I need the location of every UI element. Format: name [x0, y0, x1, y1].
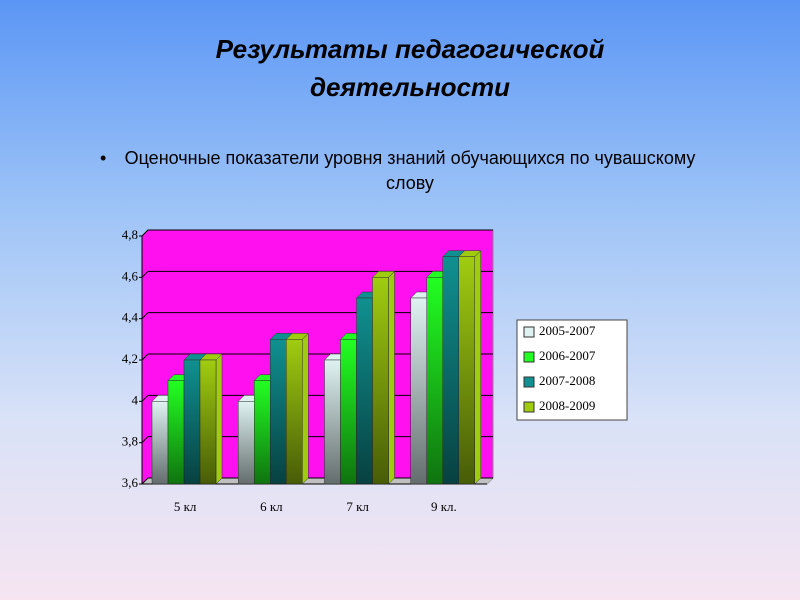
y-tick-label: 4 [132, 392, 139, 407]
bar-shade [168, 380, 184, 484]
y-tick-label: 4,2 [122, 351, 138, 366]
bar-shade [270, 339, 287, 484]
legend-label: 2005-2007 [539, 323, 596, 338]
grid-line [141, 270, 493, 278]
bar-side [388, 270, 395, 485]
bar-shade [200, 360, 216, 484]
legend-swatch [523, 351, 535, 363]
bar-shade [458, 256, 475, 484]
y-tick-label: 3,8 [122, 434, 138, 449]
y-tick-label: 3,6 [122, 475, 139, 490]
grid-line [141, 229, 493, 237]
bar-shade [254, 380, 271, 484]
bar-shade [286, 339, 303, 484]
legend-label: 2007-2008 [539, 373, 595, 388]
bar-shade [324, 360, 341, 484]
slide-title: Результаты педагогической деятельности [215, 34, 605, 102]
plot-floor [142, 478, 493, 484]
legend-label: 2008-2009 [539, 398, 595, 413]
x-tick-label: 6 кл [260, 499, 283, 514]
bar-side [474, 250, 481, 485]
y-tick-label: 4,4 [122, 310, 139, 325]
bullet-text: Оценочные показатели уровня знаний обуча… [124, 148, 696, 193]
legend-swatch [523, 376, 535, 388]
bar-shade [340, 339, 357, 484]
legend-box [516, 319, 628, 421]
bar-shade [238, 401, 255, 484]
bar-shade [442, 256, 459, 484]
x-tick-label: 5 кл [174, 499, 197, 514]
bar-shade [184, 360, 200, 484]
bar-side [302, 332, 309, 485]
bullet-dot: • [100, 148, 107, 168]
legend-swatch [523, 326, 535, 338]
y-tick-label: 4,6 [122, 268, 139, 283]
bar-shade [410, 298, 427, 484]
bar-shade [152, 401, 168, 484]
bar-shade [356, 298, 373, 484]
x-tick-label: 7 кл [346, 499, 369, 514]
y-tick-label: 4,8 [122, 227, 138, 242]
bar-side [215, 353, 223, 485]
bar-shade [372, 277, 389, 484]
legend-swatch [523, 401, 535, 413]
bar-shade [426, 277, 443, 484]
legend-label: 2006-2007 [539, 348, 596, 363]
x-tick-label: 9 кл. [431, 499, 457, 514]
